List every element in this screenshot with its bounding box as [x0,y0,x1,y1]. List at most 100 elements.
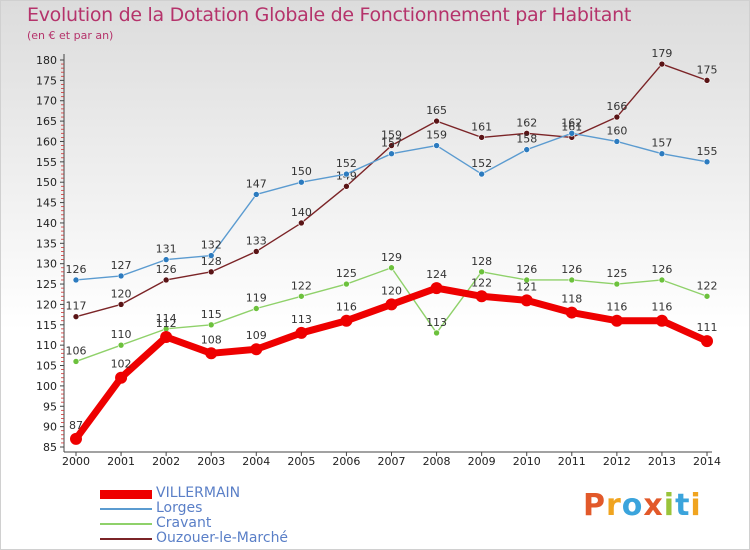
data-point-lorges [117,272,125,280]
data-label-ouzouer-le-march-: 128 [201,255,222,268]
chart-subtitle: (en € et par an) [27,29,114,42]
data-label-lorges: 158 [516,133,537,146]
legend-swatch [100,489,152,499]
y-tick-label: 115 [36,319,57,332]
data-label-villermain: 116 [651,301,672,314]
data-point-villermain [610,314,623,327]
data-label-cravant: 126 [651,263,672,276]
data-label-cravant: 114 [156,312,177,325]
data-label-villermain: 116 [606,301,627,314]
data-label-villermain: 116 [336,301,357,314]
data-point-cravant [523,276,531,284]
y-tick-label: 150 [36,176,57,189]
data-point-villermain [430,282,443,295]
data-point-villermain [250,343,263,356]
data-label-ouzouer-le-march-: 133 [246,234,267,247]
x-tick-label: 2002 [152,455,180,468]
data-label-cravant: 106 [66,344,87,357]
data-label-ouzouer-le-march-: 120 [111,287,132,300]
data-point-cravant [703,292,711,300]
data-label-lorges: 159 [426,129,447,142]
data-label-villermain: 108 [201,333,222,346]
x-tick-label: 2012 [603,455,631,468]
data-label-lorges: 150 [291,165,312,178]
data-label-cravant: 125 [336,267,357,280]
data-point-villermain [565,306,578,319]
data-point-ouzouer-le-march- [658,60,666,68]
data-point-cravant [433,329,440,337]
legend-label: Lorges [156,500,203,516]
data-point-cravant [72,358,80,365]
data-point-ouzouer-le-march- [388,142,395,149]
logo-letter: r [606,488,622,523]
data-point-cravant [252,305,260,312]
data-label-ouzouer-le-march-: 140 [291,206,312,219]
y-tick-label: 130 [36,258,57,271]
data-point-ouzouer-le-march- [613,113,621,121]
data-label-villermain: 120 [381,284,402,297]
logo-letter: t [675,488,691,523]
legend-label: Cravant [156,515,212,531]
data-label-cravant: 129 [381,251,402,264]
data-label-cravant: 128 [471,255,492,268]
legend-swatch [100,523,152,525]
data-label-lorges: 152 [471,157,492,170]
data-label-ouzouer-le-march-: 159 [381,129,402,142]
data-point-villermain [115,371,128,384]
data-point-villermain [385,298,398,311]
y-tick-label: 145 [36,197,57,210]
data-label-lorges: 157 [381,137,402,150]
legend-swatch [100,508,152,510]
data-point-lorges [72,276,80,284]
data-point-lorges [568,130,576,137]
data-point-villermain [520,294,533,307]
data-label-lorges: 155 [697,145,718,158]
data-point-lorges [252,191,260,198]
y-tick-label: 90 [43,421,57,434]
y-tick-label: 105 [36,360,57,373]
data-label-cravant: 122 [697,279,718,292]
data-label-lorges: 152 [336,157,357,170]
data-label-cravant: 110 [111,328,132,341]
data-point-villermain [655,314,668,327]
data-point-villermain [475,290,488,303]
data-label-lorges: 126 [66,263,87,276]
data-point-lorges [433,142,440,149]
x-tick-label: 2008 [423,455,451,468]
data-point-ouzouer-le-march- [72,313,80,320]
y-tick-label: 160 [36,135,57,148]
data-point-ouzouer-le-march- [162,276,170,284]
y-tick-label: 100 [36,380,57,393]
data-point-villermain [70,432,82,445]
data-label-villermain: 122 [471,276,492,289]
logo-letter: i [690,488,702,523]
x-tick-label: 2013 [648,455,676,468]
data-point-ouzouer-le-march- [343,182,350,190]
chart-title: Evolution de la Dotation Globale de Fonc… [27,4,632,26]
y-tick-label: 95 [43,400,57,413]
data-label-ouzouer-le-march-: 165 [426,104,447,117]
data-label-lorges: 127 [111,259,132,272]
data-label-ouzouer-le-march-: 161 [561,120,582,133]
x-tick-label: 2006 [332,455,360,468]
data-label-lorges: 162 [561,116,582,129]
logo-letter: i [663,488,676,523]
data-label-cravant: 126 [516,263,537,276]
data-point-cravant [298,292,305,300]
data-point-cravant [117,341,125,349]
data-label-lorges: 131 [156,243,177,256]
y-tick-label: 175 [36,74,57,87]
data-point-cravant [658,276,666,284]
data-point-ouzouer-le-march- [207,268,215,276]
data-point-lorges [388,150,395,157]
x-tick-label: 2010 [513,455,541,468]
data-label-villermain: 121 [516,280,537,293]
data-label-villermain: 109 [246,329,267,342]
logo-letter: P [583,488,606,523]
data-point-lorges [613,138,621,145]
x-tick-label: 2004 [242,455,270,468]
data-label-ouzouer-le-march-: 161 [471,120,492,133]
data-point-lorges [343,170,350,178]
proxiti-logo: Proxiti [583,488,702,523]
